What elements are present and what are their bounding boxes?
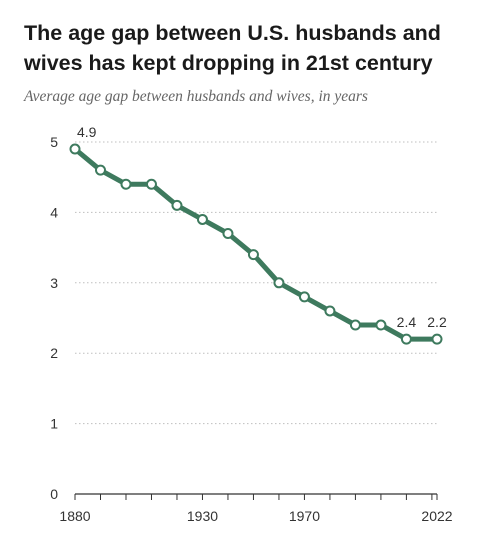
data-point-2000 [375, 319, 387, 331]
y-axis-labels: 0 1 2 3 4 5 [50, 134, 58, 502]
data-point-1990 [349, 319, 361, 331]
data-point-2022 [431, 333, 443, 345]
y-tick-label-5: 5 [50, 134, 58, 150]
data-labels: 4.9 2.4 2.2 [77, 124, 447, 330]
data-point-1910 [145, 178, 157, 190]
data-point-1960 [273, 277, 285, 289]
data-point-2010 [400, 333, 412, 345]
x-axis: 1880 1930 1970 2022 [59, 493, 453, 524]
y-tick-label-2: 2 [50, 345, 58, 361]
y-tick-label-4: 4 [50, 204, 58, 220]
chart-title: The age gap between U.S. husbands and wi… [24, 21, 441, 75]
data-label-2022: 2.2 [427, 314, 447, 330]
data-point-1980 [324, 305, 336, 317]
data-point-1930 [196, 213, 208, 225]
data-label-1880: 4.9 [77, 124, 97, 140]
y-tick-label-3: 3 [50, 275, 58, 291]
x-tick-label-2022: 2022 [421, 508, 452, 524]
chart-subtitle: Average age gap between husbands and wiv… [24, 88, 368, 105]
data-point-1940 [222, 228, 234, 240]
x-tick-label-1930: 1930 [187, 508, 218, 524]
data-point-1890 [94, 164, 106, 176]
y-tick-label-1: 1 [50, 416, 58, 432]
y-tick-label-0: 0 [50, 486, 58, 502]
data-points [69, 143, 443, 345]
series-line-path [72, 146, 440, 342]
data-point-1880 [69, 143, 81, 155]
data-point-1920 [171, 199, 183, 211]
data-point-1950 [247, 249, 259, 261]
data-point-1900 [120, 178, 132, 190]
data-label-2010: 2.4 [397, 314, 417, 330]
data-point-1970 [298, 291, 310, 303]
x-tick-label-1880: 1880 [59, 508, 90, 524]
x-tick-label-1970: 1970 [289, 508, 320, 524]
gridlines [75, 141, 437, 425]
series-line [72, 146, 440, 342]
